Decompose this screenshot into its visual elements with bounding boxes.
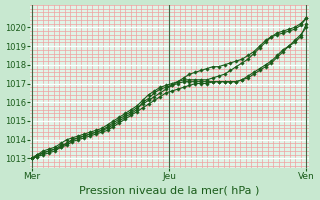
X-axis label: Pression niveau de la mer( hPa ): Pression niveau de la mer( hPa ) [79,185,260,195]
